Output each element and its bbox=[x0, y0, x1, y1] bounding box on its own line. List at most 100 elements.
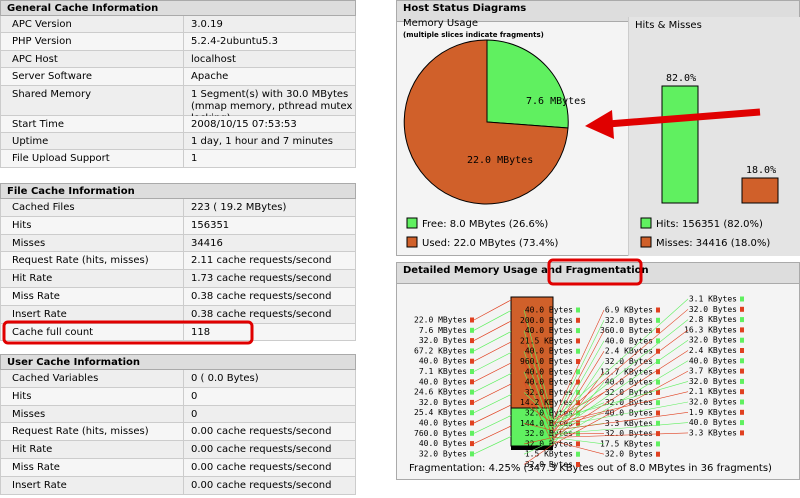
row-label: Insert Rate bbox=[12, 479, 67, 491]
value-line: 1 bbox=[191, 153, 198, 165]
row-label: Start Time bbox=[12, 118, 65, 130]
row-label: PHP Version bbox=[12, 36, 72, 48]
column-separator bbox=[183, 68, 184, 85]
row-label: APC Version bbox=[12, 19, 72, 30]
table-row: Miss Rate 0.00 cache requests/second bbox=[0, 459, 356, 477]
row-value: Apache bbox=[191, 71, 228, 83]
section-title: File Cache Information bbox=[0, 183, 356, 199]
row-label: Insert Rate bbox=[12, 308, 67, 320]
row-value: 1 bbox=[191, 153, 197, 165]
table-row: Insert Rate 0.38 cache requests/second bbox=[0, 305, 356, 324]
column-separator bbox=[183, 85, 184, 115]
column-separator bbox=[183, 476, 184, 494]
value-line: 0.38 cache requests/second bbox=[191, 308, 332, 320]
table-row: Misses 0 bbox=[0, 405, 356, 424]
row-value: 0 bbox=[191, 409, 197, 421]
row-label: APC Host bbox=[12, 53, 58, 65]
table-row: PHP Version 5.2.4-2ubuntu5.3 bbox=[0, 33, 356, 51]
memory-note: (multiple slices indicate fragments) bbox=[403, 31, 544, 39]
row-value: 156351 bbox=[191, 220, 229, 232]
value-line: localhost bbox=[191, 53, 236, 65]
table-row: Request Rate (hits, misses) 0.00 cache re… bbox=[0, 423, 356, 442]
table-row: Misses 34416 bbox=[0, 234, 356, 253]
column-separator bbox=[183, 459, 184, 476]
value-line: 0 ( 0.0 Bytes) bbox=[191, 373, 259, 384]
row-value: 1 day, 1 hour and 7 minutes bbox=[191, 136, 333, 148]
row-value: 2.11 cache requests/second bbox=[191, 255, 332, 267]
value-line: 1.73 cache requests/second bbox=[191, 273, 332, 285]
table-row: Insert Rate 0.00 cache requests/second bbox=[0, 476, 356, 495]
column-separator bbox=[183, 441, 184, 458]
row-value: 0.00 cache requests/second bbox=[191, 462, 332, 474]
value-line: 0 bbox=[191, 390, 198, 402]
column-separator bbox=[183, 288, 184, 305]
row-label: File Upload Support bbox=[12, 153, 110, 165]
host-status-box: Host Status Diagrams Memory Usage (multi… bbox=[396, 0, 800, 256]
row-label: Request Rate (hits, misses) bbox=[12, 255, 149, 267]
section-title: General Cache Information bbox=[0, 0, 356, 16]
value-line: 3.0.19 bbox=[191, 19, 223, 30]
column-separator bbox=[183, 252, 184, 270]
row-value: 0.38 cache requests/second bbox=[191, 309, 332, 321]
column-separator bbox=[183, 387, 184, 405]
column-separator bbox=[183, 234, 184, 252]
host-status-title: Host Status Diagrams bbox=[397, 1, 799, 22]
row-value: localhost bbox=[191, 54, 236, 66]
row-value: 0.38 cache requests/second bbox=[191, 291, 332, 303]
section-title: User Cache Information bbox=[0, 354, 356, 370]
row-label: Miss Rate bbox=[12, 462, 60, 473]
table-row: Miss Rate 0.38 cache requests/second bbox=[0, 288, 356, 306]
row-value: 1.73 cache requests/second bbox=[191, 273, 332, 285]
column-separator bbox=[183, 33, 184, 50]
column-separator bbox=[183, 323, 184, 341]
row-value: 0.00 cache requests/second bbox=[191, 444, 332, 456]
column-separator bbox=[183, 423, 184, 441]
row-label: Cached Files bbox=[12, 202, 75, 213]
row-value: 34416 bbox=[191, 238, 223, 250]
table-row: File Upload Support 1 bbox=[0, 150, 356, 168]
value-line: 118 bbox=[191, 326, 211, 338]
fragmentation-title: Detailed Memory Usage and Fragmentation bbox=[397, 263, 799, 284]
column-separator bbox=[183, 150, 184, 167]
row-label: Request Rate (hits, misses) bbox=[12, 426, 149, 438]
row-value: 3.0.19 bbox=[191, 19, 223, 31]
row-label: Miss Rate bbox=[12, 291, 60, 302]
value-line: 0.00 cache requests/second bbox=[191, 479, 332, 491]
row-value: 223 ( 19.2 MBytes) bbox=[191, 202, 286, 214]
column-separator bbox=[183, 270, 184, 287]
value-line: 0.00 cache requests/second bbox=[191, 426, 332, 438]
column-separator bbox=[183, 199, 184, 216]
row-label: Hit Rate bbox=[12, 444, 53, 456]
value-line: 0 bbox=[191, 408, 198, 420]
table-row: Uptime 1 day, 1 hour and 7 minutes bbox=[0, 133, 356, 151]
value-line: 156351 bbox=[191, 219, 230, 231]
table-row: APC Host localhost bbox=[0, 50, 356, 69]
table-row: Hit Rate 0.00 cache requests/second bbox=[0, 441, 356, 459]
value-line: 0.00 cache requests/second bbox=[191, 462, 332, 473]
table-row: APC Version 3.0.19 bbox=[0, 16, 356, 34]
table-row: Hits 156351 bbox=[0, 216, 356, 235]
table-row: Request Rate (hits, misses) 2.11 cache re… bbox=[0, 252, 356, 271]
column-separator bbox=[183, 115, 184, 132]
row-label: Server Software bbox=[12, 71, 93, 83]
value-line: Apache bbox=[191, 71, 229, 83]
value-line: 34416 bbox=[191, 237, 223, 249]
column-separator bbox=[183, 305, 184, 323]
column-separator bbox=[183, 370, 184, 387]
row-label: Misses bbox=[12, 408, 46, 420]
table-row: Start Time 2008/10/15 07:53:53 bbox=[0, 115, 356, 133]
row-value: 2008/10/15 07:53:53 bbox=[191, 119, 297, 131]
value-line: 0.00 cache requests/second bbox=[191, 444, 332, 456]
column-separator bbox=[183, 405, 184, 423]
value-line: 2008/10/15 07:53:53 bbox=[191, 118, 297, 130]
table-row: Shared Memory 1 Segment(s) with 30.0 MByt… bbox=[0, 85, 356, 124]
table-row: Cached Variables 0 ( 0.0 Bytes) bbox=[0, 370, 356, 388]
row-label: Misses bbox=[12, 237, 46, 249]
hits-panel: Hits & Misses bbox=[628, 17, 800, 256]
row-value: 0 ( 0.0 Bytes) bbox=[191, 373, 259, 385]
value-line: 5.2.4-2ubuntu5.3 bbox=[191, 36, 278, 48]
row-value: 0 bbox=[191, 391, 197, 403]
row-label: Shared Memory bbox=[12, 88, 92, 100]
row-label: Hits bbox=[12, 390, 32, 402]
